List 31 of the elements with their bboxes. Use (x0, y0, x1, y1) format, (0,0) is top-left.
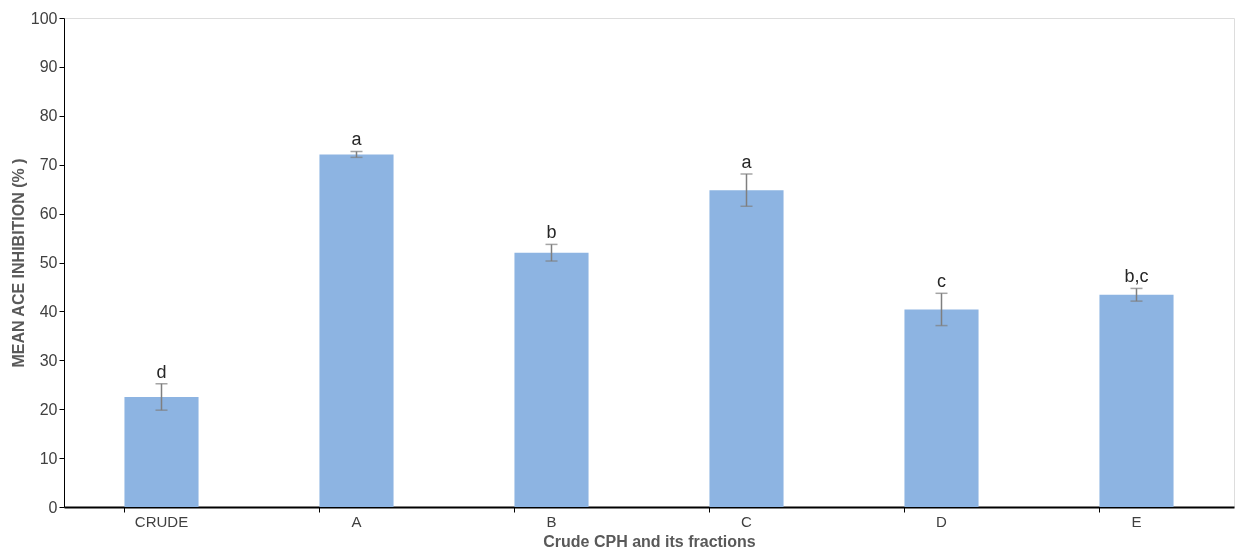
annotation: a (351, 129, 363, 150)
y-tick-label: 70 (39, 156, 58, 174)
bar (319, 154, 394, 507)
y-tick-label: 50 (39, 254, 58, 271)
bar (124, 396, 199, 507)
y-tick-label: 10 (39, 449, 58, 467)
bar (904, 309, 979, 507)
bar (1099, 294, 1174, 507)
x-axis-title: Crude CPH and its fractions (543, 532, 756, 550)
y-tick-label: 30 (39, 351, 58, 369)
x-tick-label: E (1131, 512, 1142, 530)
bar (709, 190, 784, 507)
annotation: d (156, 361, 167, 382)
y-tick-label: 0 (48, 498, 58, 516)
x-tick-label: A (351, 512, 362, 530)
bar (514, 252, 589, 507)
x-tick-label: B (546, 512, 557, 530)
y-tick-label: 100 (30, 9, 58, 27)
y-tick-label: 90 (39, 58, 58, 76)
x-tick-label: D (936, 512, 948, 530)
y-tick-label: 80 (39, 107, 58, 125)
y-tick-label: 60 (39, 205, 58, 223)
y-tick-label: 40 (39, 302, 58, 320)
x-tick-label: C (741, 512, 753, 530)
annotation: b (546, 222, 557, 243)
y-tick-label: 20 (39, 400, 58, 418)
annotation: a (741, 151, 753, 172)
annotation: c (937, 271, 946, 292)
annotation: b,c (1124, 266, 1149, 287)
x-tick-label: CRUDE (134, 512, 189, 530)
y-axis-title: MEAN ACE INHIBITION (% ) (9, 158, 27, 368)
